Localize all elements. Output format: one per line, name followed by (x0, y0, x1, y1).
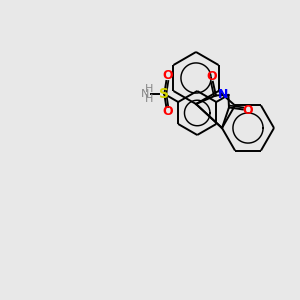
Text: H: H (145, 84, 154, 94)
Text: H: H (145, 94, 154, 104)
Text: O: O (206, 70, 217, 83)
Text: O: O (162, 70, 172, 83)
Text: S: S (159, 87, 169, 101)
Text: O: O (162, 106, 172, 118)
Text: O: O (243, 104, 254, 117)
Text: N: N (141, 89, 149, 99)
Text: N: N (218, 88, 229, 101)
